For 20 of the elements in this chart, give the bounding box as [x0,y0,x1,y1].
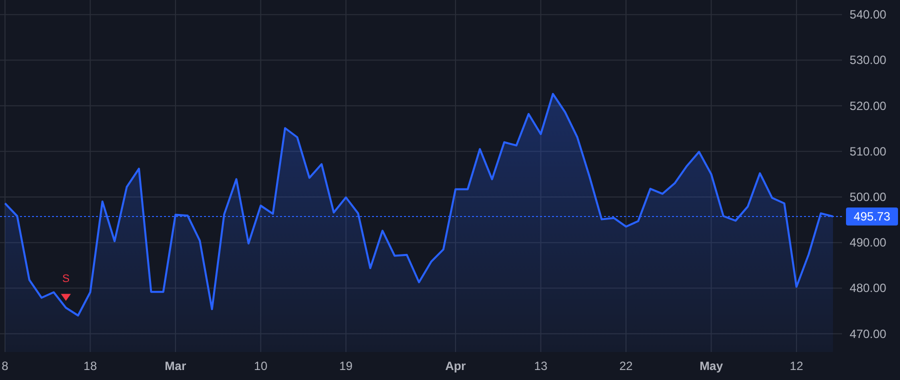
x-tick-label: 13 [534,359,548,373]
x-tick-label: 19 [339,359,353,373]
x-tick-label: Apr [445,359,466,373]
ref-line-label: 495.73 [854,209,891,224]
x-tick-label: 8 [2,359,9,373]
y-tick-label: 540.00 [850,8,887,22]
x-tick-label: Mar [164,359,186,373]
x-tick-label: 12 [790,359,804,373]
y-tick-label: 470.00 [850,326,887,341]
y-tick-label: 480.00 [850,281,887,296]
x-tick-label: May [700,359,724,373]
y-tick-label: 530.00 [850,53,887,68]
x-tick-label: 18 [84,359,98,373]
y-tick-label: 520.00 [850,98,887,113]
y-tick-label: 510.00 [850,144,887,158]
x-tick-label: 10 [254,359,268,373]
y-tick-label: 490.00 [850,236,887,250]
x-tick-label: 22 [619,359,633,373]
y-tick-label: 500.00 [850,190,887,204]
annotation: S [62,272,70,285]
